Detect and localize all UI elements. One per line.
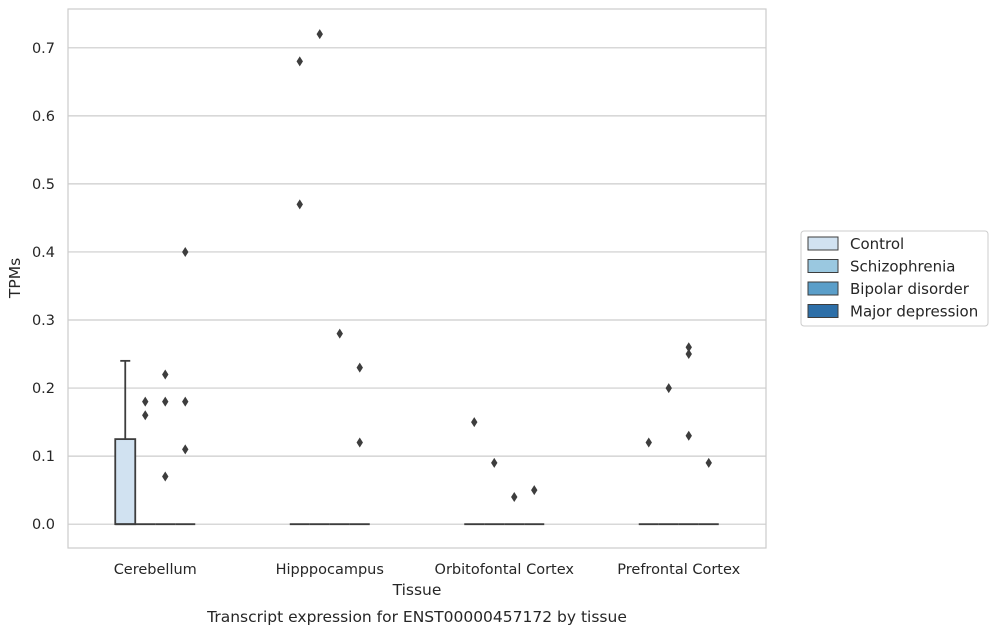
box-group — [309, 29, 330, 526]
outlier-point — [182, 396, 189, 407]
legend-swatch — [807, 259, 839, 273]
y-tick-labels: 0.0 0.1 0.2 0.3 0.4 0.5 0.6 0.7 — [32, 41, 55, 533]
box-body — [114, 438, 137, 526]
outlier-point — [705, 457, 712, 468]
outlier-point — [511, 491, 518, 502]
box-group — [658, 383, 679, 526]
legend-swatch — [807, 304, 839, 318]
outlier-point — [685, 430, 692, 441]
outlier-point — [356, 437, 363, 448]
outlier-point — [182, 444, 189, 455]
outlier-point — [645, 437, 652, 448]
y-axis-label: TPMs — [6, 258, 24, 299]
outlier-point — [471, 417, 478, 428]
y-tick-label: 0.7 — [32, 41, 55, 57]
legend-swatch — [807, 236, 839, 251]
y-tick-label: 0.2 — [32, 381, 55, 397]
outlier-point — [336, 328, 343, 339]
outlier-point — [665, 383, 672, 394]
box-group — [175, 246, 196, 526]
outlier-point — [316, 29, 323, 40]
x-tick-label: Hipppocampus — [276, 562, 384, 578]
box-marks — [114, 29, 719, 526]
box-group — [464, 417, 485, 526]
box-group — [698, 457, 719, 526]
y-tick-label: 0.6 — [32, 109, 55, 125]
legend-frame — [800, 230, 989, 327]
grid-lines — [68, 47, 766, 525]
box-group — [349, 362, 370, 526]
legend-label: Control — [850, 235, 904, 253]
x-tick-label: Prefrontal Cortex — [617, 562, 740, 578]
box-group — [114, 359, 137, 526]
outlier-point — [296, 56, 303, 67]
outlier-point — [491, 457, 498, 468]
x-axis-label: Tissue — [392, 581, 442, 599]
y-tick-label: 0.0 — [32, 517, 55, 533]
x-tick-label: Cerebellum — [114, 562, 197, 578]
outlier-point — [162, 396, 169, 407]
outlier-point — [531, 485, 538, 496]
legend-label: Bipolar disorder — [850, 280, 970, 298]
y-tick-label: 0.5 — [32, 177, 55, 193]
box-group — [484, 457, 505, 526]
box-group — [504, 491, 525, 526]
legend: Control Schizophrenia Bipolar disorder Majo… — [800, 230, 989, 327]
outlier-point — [296, 199, 303, 210]
box-group — [524, 485, 545, 526]
outlier-point — [162, 369, 169, 380]
outlier-point — [685, 349, 692, 360]
x-tick-label: Orbitofontal Cortex — [435, 562, 575, 578]
box-group — [155, 369, 176, 526]
y-tick-label: 0.1 — [32, 449, 55, 465]
y-tick-label: 0.4 — [32, 245, 55, 261]
box-group — [678, 342, 699, 526]
box-group — [289, 56, 310, 526]
legend-label: Major depression — [850, 303, 978, 321]
legend-swatch — [807, 281, 839, 296]
y-tick-label: 0.3 — [32, 313, 55, 329]
outlier-point — [182, 246, 189, 257]
box-group — [638, 437, 659, 526]
outlier-point — [142, 410, 149, 421]
outlier-point — [142, 396, 149, 407]
box-group — [329, 328, 350, 526]
outlier-point — [162, 471, 169, 482]
plot-frame — [67, 8, 767, 549]
box-group — [135, 396, 156, 526]
legend-label: Schizophrenia — [850, 258, 955, 276]
outlier-point — [356, 362, 363, 373]
chart-title: Transcript expression for ENST0000045717… — [206, 608, 627, 626]
outlier-point — [685, 342, 692, 353]
x-tick-labels: Cerebellum Hipppocampus Orbitofontal Corte… — [114, 562, 741, 578]
